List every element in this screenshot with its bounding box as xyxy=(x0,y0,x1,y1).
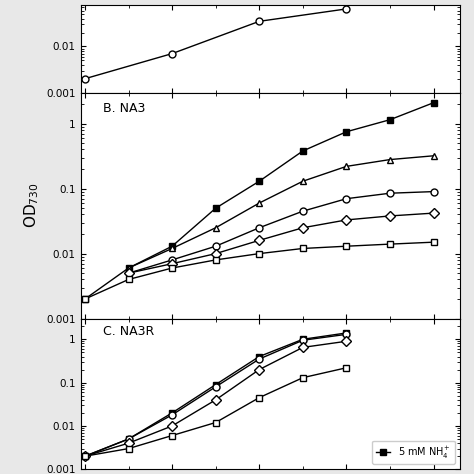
Legend: 5 mM NH$_4^+$: 5 mM NH$_4^+$ xyxy=(372,440,455,465)
Text: C. NA3R: C. NA3R xyxy=(103,325,155,337)
Y-axis label: OD$_{730}$: OD$_{730}$ xyxy=(22,183,41,228)
Text: B. NA3: B. NA3 xyxy=(103,101,146,115)
